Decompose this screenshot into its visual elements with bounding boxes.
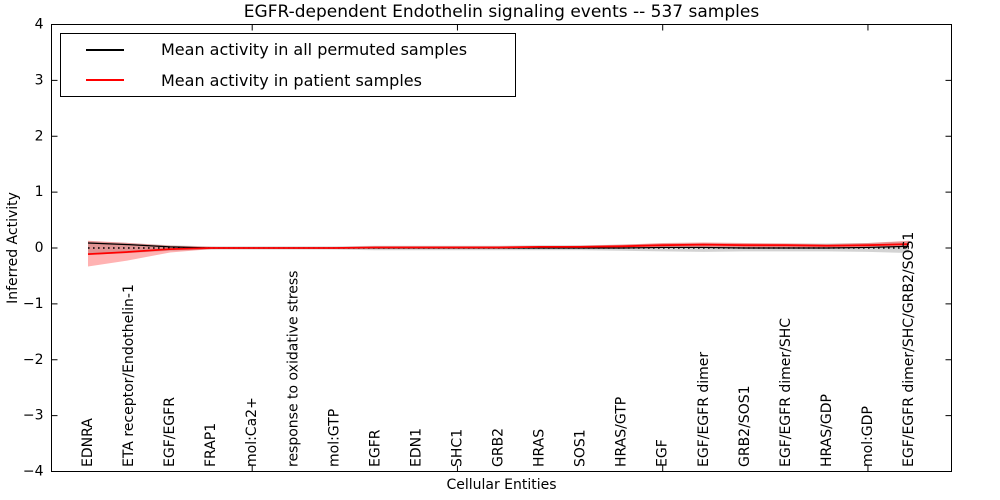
legend: Mean activity in all permuted samples Me…	[60, 33, 516, 97]
x-tick-label: HRAS/GDP	[819, 394, 835, 467]
y-tick-label: −3	[23, 408, 44, 424]
y-tick-label: −1	[23, 296, 44, 312]
y-tick-label: −4	[23, 464, 44, 480]
x-tick-label: EGF/EGFR dimer/SHC	[778, 318, 794, 467]
y-tick-label: −2	[23, 352, 44, 368]
patient-line-swatch-icon	[86, 79, 124, 82]
x-tick-label: EDNRA	[80, 418, 96, 467]
x-tick-label: HRAS/GTP	[614, 397, 630, 467]
series-line-patient	[87, 243, 910, 256]
x-tick-label: ETA receptor/Endothelin-1	[121, 284, 137, 467]
x-tick-label: response to oxidative stress	[285, 271, 301, 467]
permuted-line-swatch-icon	[86, 48, 124, 51]
legend-label-permuted: Mean activity in all permuted samples	[161, 40, 468, 60]
x-tick-label: EGF/EGFR	[162, 397, 178, 467]
legend-item-permuted: Mean activity in all permuted samples	[61, 35, 515, 65]
y-tick-label: 0	[35, 240, 44, 256]
x-tick-label: EGF/EGFR dimer	[696, 352, 712, 467]
x-tick-label: EGF/EGFR dimer/SHC/GRB2/SOS1	[901, 232, 917, 467]
y-tick-label: 2	[35, 128, 44, 144]
y-tick-label: 1	[35, 184, 44, 200]
x-tick-label: GRB2	[491, 428, 507, 467]
x-tick-label: EGF	[655, 439, 671, 467]
chart-title: EGFR-dependent Endothelin signaling even…	[243, 2, 760, 22]
x-tick-label: mol:Ca2+	[244, 397, 260, 467]
x-tick-label: mol:GDP	[860, 406, 876, 467]
y-tick-label: 3	[35, 72, 44, 88]
x-axis-title: Cellular Entities	[446, 477, 557, 493]
x-tick-label: mol:GTP	[326, 409, 342, 467]
legend-label-patient: Mean activity in patient samples	[161, 70, 422, 90]
x-tick-label: SOS1	[573, 429, 589, 467]
x-tick-label: GRB2/SOS1	[737, 385, 753, 467]
x-tick-label: FRAP1	[203, 423, 219, 467]
y-tick-label: 4	[35, 17, 44, 33]
y-axis-title: Inferred Activity	[5, 192, 21, 304]
x-tick-label: HRAS	[532, 429, 548, 467]
x-tick-label: EGFR	[367, 429, 383, 467]
x-tick-label: SHC1	[449, 429, 465, 467]
legend-item-patient: Mean activity in patient samples	[61, 65, 515, 95]
x-tick-label: EDN1	[408, 428, 424, 467]
